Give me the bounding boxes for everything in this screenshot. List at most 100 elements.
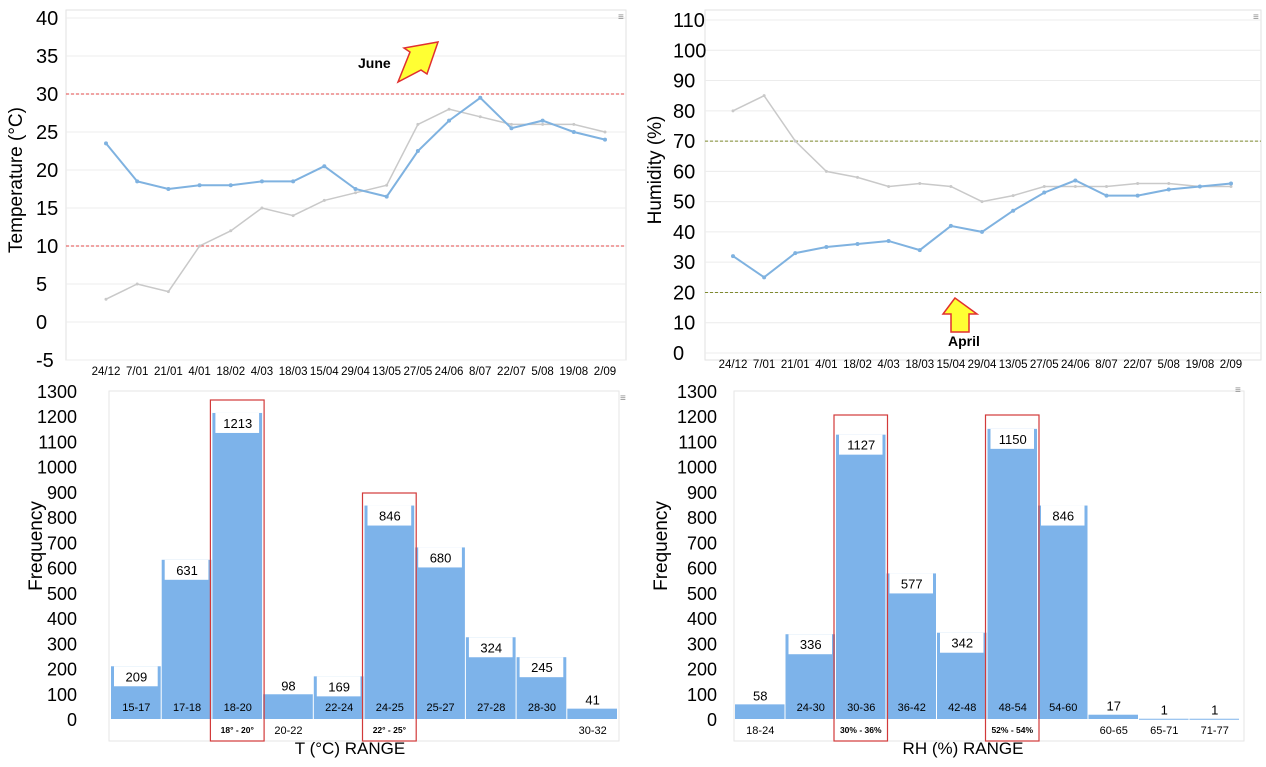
y-tick-label: 300 (687, 634, 717, 654)
category-label: 20-22 (274, 725, 302, 737)
temperature-chart: 40 35 30 25 20 15 10 5 0 -5 24/12 7/01 21/01 4/01 18/… (0, 0, 633, 381)
histogram-bar (365, 506, 415, 719)
bar-value-label: 1213 (223, 416, 252, 431)
y-tick-label: 700 (47, 533, 77, 553)
bar-value-label: 680 (430, 550, 452, 565)
chart-menu-icon[interactable]: ≡ (1253, 12, 1259, 23)
category-label: 71-77 (1201, 725, 1229, 737)
x-tick-label: 13/05 (999, 359, 1028, 371)
chart-menu-icon[interactable]: ≡ (620, 393, 626, 404)
data-point (1043, 185, 1046, 188)
y-tick-label: 60 (673, 161, 695, 183)
category-label: 27-28 (477, 702, 505, 714)
bar-value-label: 41 (585, 693, 599, 708)
y-tick-label: 1000 (37, 458, 77, 478)
data-point (1011, 209, 1015, 213)
histogram-bar (1139, 719, 1189, 720)
histogram-bar (1190, 719, 1240, 720)
bar-value-label: 58 (753, 688, 767, 703)
y-tick-label: 500 (687, 584, 717, 604)
data-point (887, 239, 891, 243)
data-point (825, 170, 828, 173)
bar-value-label: 17 (1107, 699, 1121, 714)
bar-value-label: 846 (1052, 509, 1074, 524)
humidity-chart: 1101009080706050403020100 24/12 7/01 21/01… (633, 0, 1266, 381)
histogram-bar (735, 704, 785, 719)
temperature-y-axis-label: Temperature (°C) (6, 107, 27, 253)
y-tick-label: 5 (36, 274, 47, 296)
bar-value-label: 1 (1211, 703, 1218, 718)
y-tick-label: 1200 (37, 407, 77, 427)
y-tick-label: 35 (36, 46, 58, 68)
data-point (980, 230, 984, 234)
x-tick-label: 15/04 (936, 359, 965, 371)
data-point (104, 141, 108, 145)
june-annotation: June (358, 55, 391, 71)
y-tick-label: 1100 (678, 432, 717, 452)
data-point (479, 115, 482, 118)
data-point (1105, 185, 1108, 188)
category-label: 30-36 (847, 702, 875, 714)
x-tick-label: 24/12 (719, 359, 748, 371)
data-point (198, 183, 202, 187)
bar-value-label: 169 (328, 679, 350, 694)
y-tick-label: 1300 (677, 382, 717, 402)
x-tick-label: 29/04 (968, 359, 997, 371)
y-tick-label: 40 (673, 222, 695, 244)
data-point (509, 126, 513, 130)
category-label: 17-18 (173, 702, 201, 714)
data-point (1198, 185, 1202, 189)
data-point (824, 245, 828, 249)
y-tick-label: 900 (687, 483, 717, 503)
x-tick-label: 24/06 (1061, 359, 1090, 371)
y-tick-label: 10 (36, 236, 58, 258)
data-point (1167, 188, 1171, 192)
data-point (794, 140, 797, 143)
histogram-bar (162, 560, 212, 719)
bar-value-label: 98 (281, 678, 295, 693)
x-tick-label: 2/09 (594, 366, 616, 378)
x-tick-label: 18/03 (905, 359, 934, 371)
y-tick-label: 15 (36, 198, 58, 220)
x-tick-label: 21/01 (781, 359, 810, 371)
y-tick-label: 30 (36, 84, 58, 106)
x-tick-label: 18/03 (279, 366, 308, 378)
category-label: 18-24 (746, 725, 774, 737)
y-tick-label: 80 (673, 101, 695, 123)
data-point (603, 138, 607, 142)
temperature-histogram-y-label: Frequency (26, 501, 47, 591)
y-tick-label: 50 (673, 192, 695, 214)
x-tick-label: 5/08 (1158, 359, 1180, 371)
data-point (1136, 194, 1140, 198)
data-point (1074, 185, 1077, 188)
category-label: 15-17 (122, 702, 150, 714)
x-tick-label: 27/05 (1030, 359, 1059, 371)
x-tick-label: 22/07 (497, 366, 526, 378)
highlight-range-label: 18° - 20° (221, 725, 255, 735)
x-tick-label: 29/04 (341, 366, 370, 378)
temperature-histogram-x-label: T (°C) RANGE (295, 739, 405, 758)
chart-menu-icon[interactable]: ≡ (1235, 385, 1241, 396)
histogram-bar (415, 547, 465, 719)
chart-menu-icon[interactable]: ≡ (618, 12, 624, 23)
category-label: 42-48 (948, 702, 976, 714)
x-tick-label: 7/01 (126, 366, 148, 378)
y-tick-label: 10 (673, 313, 695, 335)
data-point (1229, 181, 1233, 185)
y-tick-label: 0 (707, 710, 717, 730)
data-point (136, 283, 139, 286)
y-tick-label: 1100 (38, 432, 77, 452)
histogram-bar (212, 413, 262, 719)
histogram-bar (1038, 506, 1088, 719)
humidity-histogram-y-label: Frequency (651, 501, 672, 591)
data-point (292, 214, 295, 217)
y-tick-label: 30 (673, 252, 695, 274)
data-point (856, 242, 860, 246)
category-label: 18-20 (224, 702, 252, 714)
data-point (732, 109, 735, 112)
y-tick-label: 700 (687, 533, 717, 553)
x-tick-label: 19/08 (559, 366, 588, 378)
y-tick-label: -5 (36, 350, 54, 372)
data-point (229, 183, 233, 187)
y-tick-label: 25 (36, 122, 58, 144)
